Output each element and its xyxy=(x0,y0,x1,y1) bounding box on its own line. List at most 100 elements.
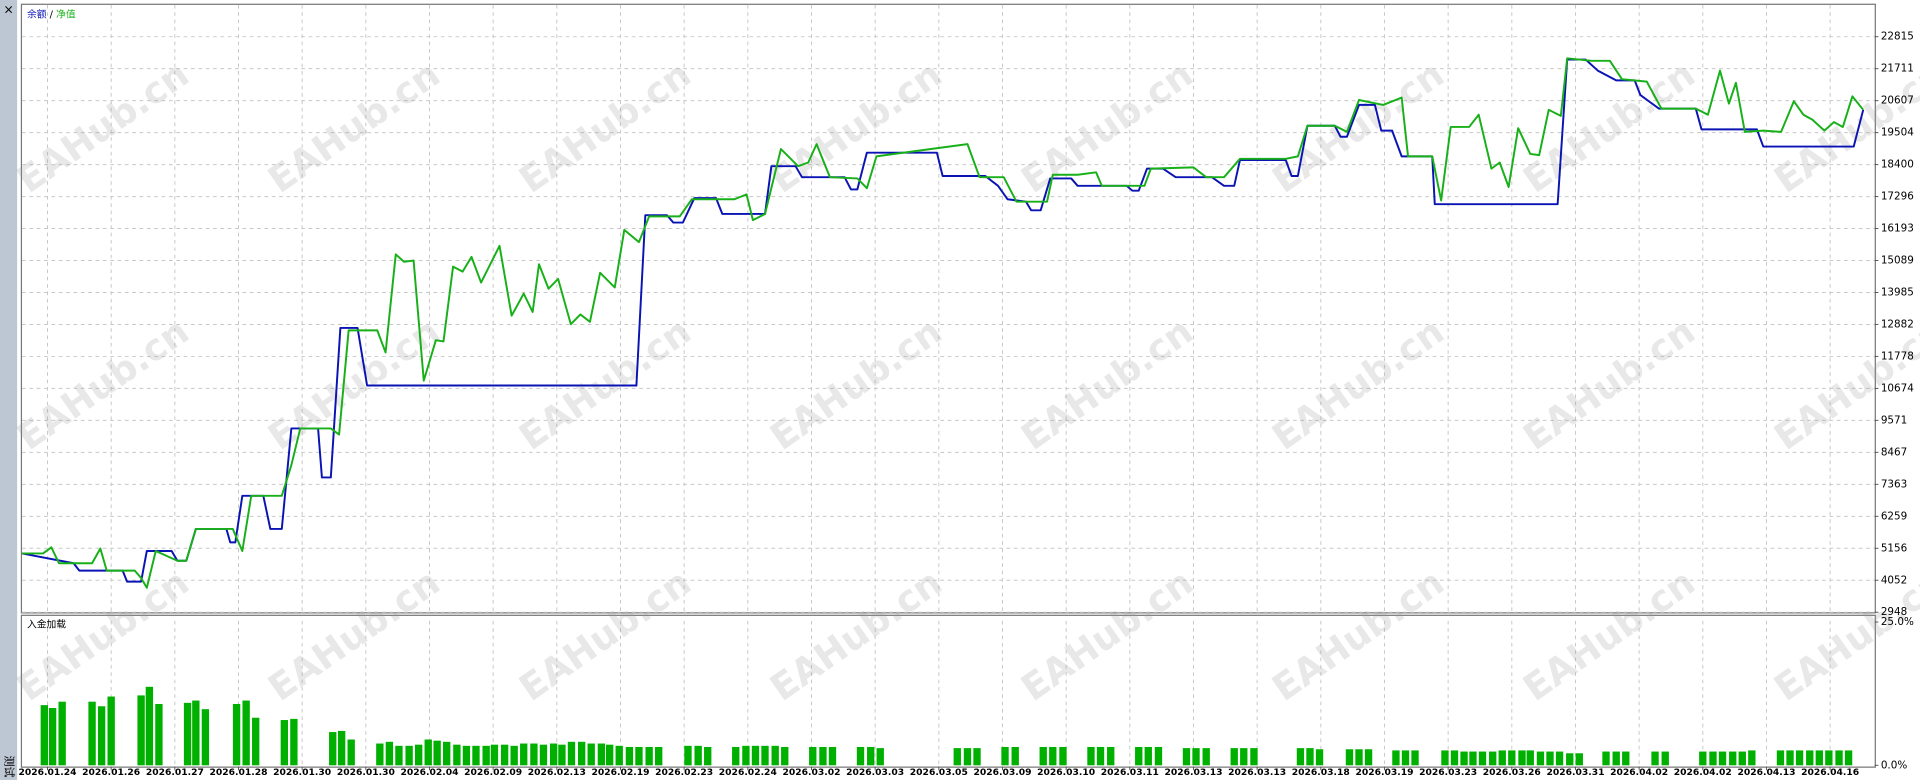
bar xyxy=(684,745,692,766)
bar xyxy=(694,745,702,766)
bar xyxy=(1182,748,1191,766)
bar xyxy=(953,748,961,766)
bar xyxy=(97,706,106,766)
bar xyxy=(577,741,586,766)
bar xyxy=(963,748,972,766)
bar xyxy=(1651,751,1659,766)
bar xyxy=(819,746,827,766)
bar xyxy=(1192,748,1200,766)
x-tick-label: 2026.03.13 xyxy=(1164,767,1222,778)
bar xyxy=(145,686,154,766)
bar xyxy=(329,732,337,766)
bar xyxy=(510,745,518,766)
x-tick-label: 2026.03.03 xyxy=(846,767,904,778)
bar xyxy=(1107,746,1115,766)
x-tick-label: 2026.01.27 xyxy=(146,767,204,778)
y-tick-label: 22815 xyxy=(1881,31,1914,43)
bar xyxy=(751,745,760,766)
bar xyxy=(1240,748,1248,766)
bar xyxy=(443,741,451,766)
bar xyxy=(183,702,192,766)
bar xyxy=(549,743,558,766)
bar xyxy=(1460,751,1468,766)
grid xyxy=(22,4,1875,766)
bar xyxy=(58,701,66,766)
y-tick-label: 6259 xyxy=(1881,510,1907,522)
x-tick-label: 2026.02.04 xyxy=(400,767,458,778)
x-tick-label: 2026.02.09 xyxy=(464,767,522,778)
x-tick-label: 2026.01.30 xyxy=(273,767,331,778)
bar xyxy=(415,744,423,766)
y-tick-label: 7363 xyxy=(1881,478,1907,490)
bar xyxy=(615,745,623,766)
bar xyxy=(856,746,865,766)
bar xyxy=(1518,750,1526,766)
bar xyxy=(1795,750,1804,766)
bar xyxy=(1602,751,1610,766)
bar xyxy=(482,745,490,766)
bar xyxy=(347,739,355,766)
bar xyxy=(40,705,48,766)
bar xyxy=(1575,753,1583,766)
bar xyxy=(252,717,260,766)
bar xyxy=(1536,751,1545,766)
bar xyxy=(587,743,595,766)
x-tick-label: 2026.03.05 xyxy=(910,767,968,778)
bar xyxy=(1699,751,1707,766)
bar xyxy=(1661,751,1669,766)
bar xyxy=(1154,746,1163,766)
legend: 余额 / 净值 xyxy=(27,8,76,21)
bar xyxy=(1825,750,1833,766)
y-tick-label: 18400 xyxy=(1881,159,1914,171)
x-tick-label: 2026.01.26 xyxy=(82,767,140,778)
bar xyxy=(1401,750,1410,766)
bar xyxy=(597,743,606,766)
x-tick-label: 2026.02.24 xyxy=(719,767,777,778)
bar xyxy=(385,741,394,766)
bar xyxy=(1546,751,1554,766)
x-tick-label: 2026.03.09 xyxy=(973,767,1031,778)
bar xyxy=(1144,746,1152,766)
bar xyxy=(1345,749,1354,766)
x-tick-label: 2026.02.23 xyxy=(655,767,713,778)
x-tick-label: 2026.01.24 xyxy=(18,767,76,778)
bar xyxy=(520,743,528,766)
y-tick-label: 5156 xyxy=(1881,542,1907,554)
bar xyxy=(1786,750,1794,766)
bar xyxy=(462,745,471,766)
bar xyxy=(771,745,779,766)
bar xyxy=(1622,751,1630,766)
bar xyxy=(405,745,413,766)
bar xyxy=(1738,751,1746,766)
bar xyxy=(1508,750,1516,766)
bar xyxy=(1806,750,1814,766)
x-tick-label: 2026.02.13 xyxy=(528,767,586,778)
x-tick-label: 2026.03.13 xyxy=(1228,767,1286,778)
bar xyxy=(781,746,789,766)
x-tick-label: 2026.04.16 xyxy=(1801,767,1859,778)
bar xyxy=(1392,750,1400,766)
bar xyxy=(1478,751,1487,766)
bar xyxy=(337,730,346,766)
bar xyxy=(655,746,663,766)
x-tick-label: 2026.02.19 xyxy=(591,767,649,778)
bar xyxy=(1296,748,1305,766)
x-tick-label: 2026.01.30 xyxy=(337,767,395,778)
bar xyxy=(1815,750,1823,766)
bar xyxy=(290,718,298,766)
close-button[interactable]: × xyxy=(3,2,13,16)
y-tick-label: 2948 xyxy=(1881,606,1907,618)
bar xyxy=(973,748,981,766)
y-tick-label: 17296 xyxy=(1881,191,1914,203)
bar xyxy=(1364,749,1373,766)
bar xyxy=(1555,751,1564,766)
bar xyxy=(605,744,614,766)
bar xyxy=(1250,748,1258,766)
bar xyxy=(1612,751,1620,766)
bar xyxy=(192,700,200,766)
bar xyxy=(1776,750,1785,766)
y-tick-label: 4052 xyxy=(1881,574,1907,586)
bar xyxy=(376,743,384,766)
series-line xyxy=(22,57,1864,589)
bar xyxy=(1835,750,1843,766)
